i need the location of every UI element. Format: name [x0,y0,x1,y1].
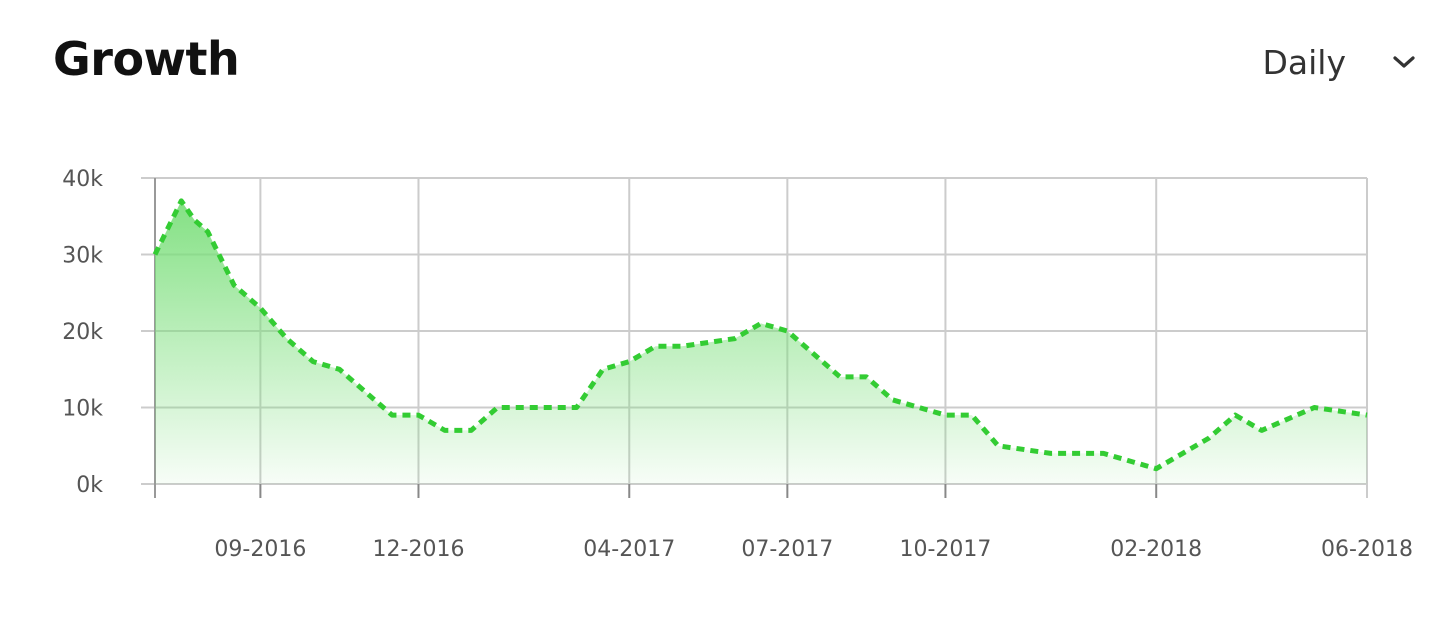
data-point [258,306,262,310]
data-point [285,337,289,341]
data-point [785,329,789,333]
y-tick-label: 10k [62,397,103,422]
data-point [206,230,210,234]
data-point [601,367,605,371]
data-point [1181,451,1185,455]
data-point [838,375,842,379]
data-point [733,337,737,341]
data-point [1260,428,1264,432]
data-point [232,283,236,287]
data-point [996,444,1000,448]
y-tick-label: 20k [62,320,103,345]
y-tick-label: 30k [62,244,103,269]
data-point [680,344,684,348]
data-point [522,406,526,410]
x-tick-label: 06-2018 [1321,537,1413,562]
data-point [1233,413,1237,417]
data-point [627,360,631,364]
data-point [153,253,157,257]
data-point [1102,451,1106,455]
data-point [443,428,447,432]
x-tick-label: 02-2018 [1110,537,1202,562]
x-tick-label: 12-2016 [373,537,465,562]
data-point [891,398,895,402]
data-point [970,413,974,417]
x-tick-label: 09-2016 [214,537,306,562]
data-point [1365,413,1369,417]
x-tick-label: 10-2017 [899,537,991,562]
x-tick-label: 04-2017 [583,537,675,562]
data-point [311,360,315,364]
data-point [759,321,763,325]
data-point [417,413,421,417]
data-point [864,375,868,379]
data-point [575,406,579,410]
x-tick-label: 07-2017 [741,537,833,562]
y-tick-label: 40k [62,167,103,192]
data-point [1049,451,1053,455]
data-point [1154,467,1158,471]
data-point [469,428,473,432]
data-point [193,218,197,222]
data-point [179,199,183,203]
data-point [390,413,394,417]
data-point [812,352,816,356]
data-point [1075,451,1079,455]
data-point [654,344,658,348]
data-point [1312,406,1316,410]
series-area [155,201,1367,484]
data-point [943,413,947,417]
data-point [496,406,500,410]
data-point [1207,436,1211,440]
y-tick-label: 0k [76,473,103,498]
data-point [337,367,341,371]
